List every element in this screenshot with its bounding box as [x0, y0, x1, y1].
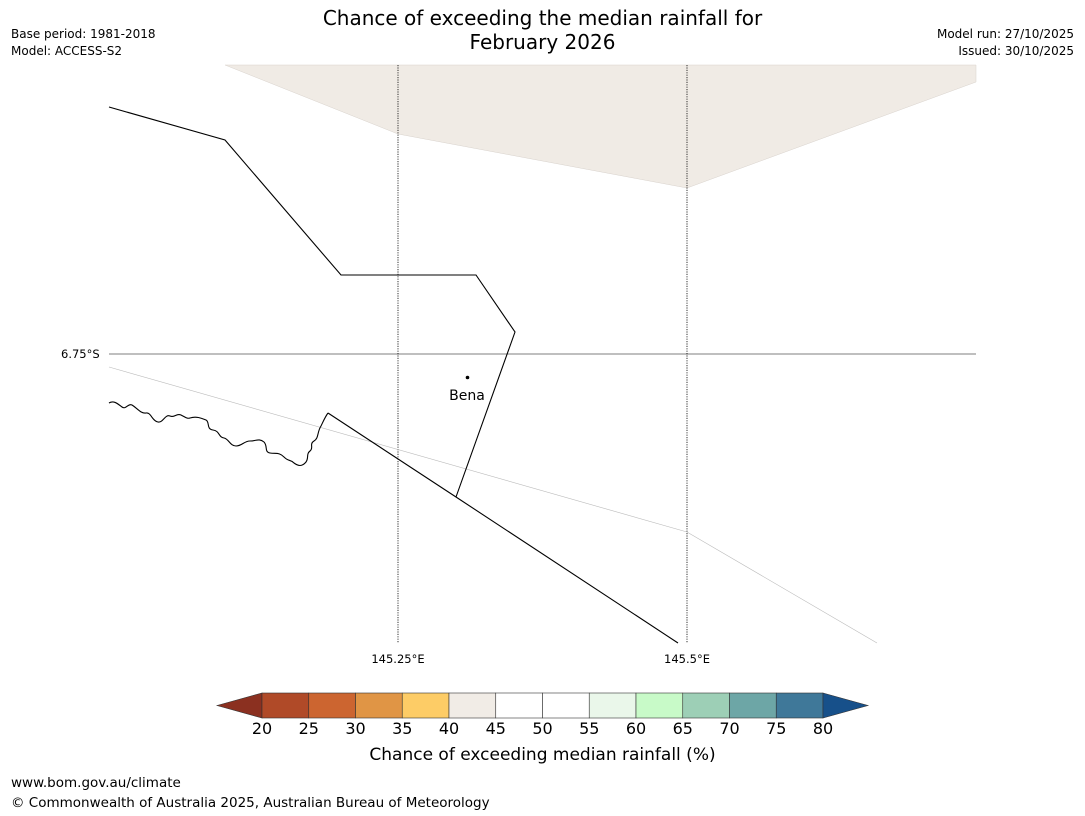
- colorbar-tick-label: 80: [812, 719, 834, 738]
- model-run-text: Model run: 27/10/2025: [936, 27, 1074, 41]
- river-line: [108, 401, 329, 467]
- longitude-label-2: 145.5°E: [664, 652, 710, 666]
- title-line-1: Chance of exceeding the median rainfall …: [322, 6, 763, 30]
- town-marker: [465, 375, 470, 380]
- meta-right: Model run: 27/10/2025 Issued: 30/10/2025: [937, 26, 1074, 60]
- colorbar-tick-label: 65: [672, 719, 693, 738]
- colorbar-tick-label: 50: [532, 719, 553, 738]
- colorbar-bin: [401, 692, 450, 719]
- base-period-text: Base period: 1981-2018: [11, 27, 156, 41]
- longitude-label-1: 145.25°E: [371, 652, 425, 666]
- map-title: Chance of exceeding the median rainfall …: [0, 6, 1085, 54]
- latitude-label: 6.75°S: [61, 347, 100, 361]
- colorbar-tick-label: 40: [438, 719, 460, 738]
- faint-boundary: [108, 366, 878, 644]
- colorbar-bin: [308, 692, 356, 719]
- colorbar-high-extend: [822, 692, 870, 719]
- colorbar-bin: [261, 692, 310, 719]
- town-label: Bena: [449, 388, 485, 404]
- colorbar-tick-label: 55: [579, 719, 600, 738]
- meta-left: Base period: 1981-2018 Model: ACCESS-S2: [11, 26, 156, 60]
- model-text: Model: ACCESS-S2: [11, 44, 123, 58]
- colorbar-tick-label: 60: [625, 719, 647, 738]
- colorbar-tick-label: 35: [392, 719, 413, 738]
- colorbar-tick-label: 25: [298, 719, 319, 738]
- colorbar-bin: [542, 692, 590, 719]
- colorbar-bin: [448, 692, 497, 719]
- colorbar-bin: [775, 692, 824, 719]
- colorbar-bin: [588, 692, 637, 719]
- colorbar-bin: [355, 692, 403, 719]
- province-boundary-north: [108, 106, 516, 498]
- title-line-2: February 2026: [469, 30, 616, 54]
- shaded-region: [224, 64, 977, 189]
- colorbar-low-extend: [215, 692, 263, 719]
- province-boundary-south: [327, 412, 679, 644]
- colorbar: [215, 692, 870, 719]
- issued-text: Issued: 30/10/2025: [958, 44, 1074, 58]
- colorbar-tick-label: 70: [719, 719, 740, 738]
- colorbar-bin: [495, 692, 543, 719]
- colorbar-bin: [682, 692, 730, 719]
- colorbar-title: Chance of exceeding median rainfall (%): [369, 745, 716, 765]
- footer-copyright: © Commonwealth of Australia 2025, Austra…: [11, 795, 490, 811]
- colorbar-bin: [729, 692, 777, 719]
- colorbar-tick-label: 75: [766, 719, 787, 738]
- colorbar-tick-label: 30: [345, 719, 366, 738]
- colorbar-bin: [635, 692, 684, 719]
- colorbar-tick-label: 45: [485, 719, 506, 738]
- colorbar-tick-label: 20: [251, 719, 273, 738]
- footer-url[interactable]: www.bom.gov.au/climate: [11, 775, 181, 791]
